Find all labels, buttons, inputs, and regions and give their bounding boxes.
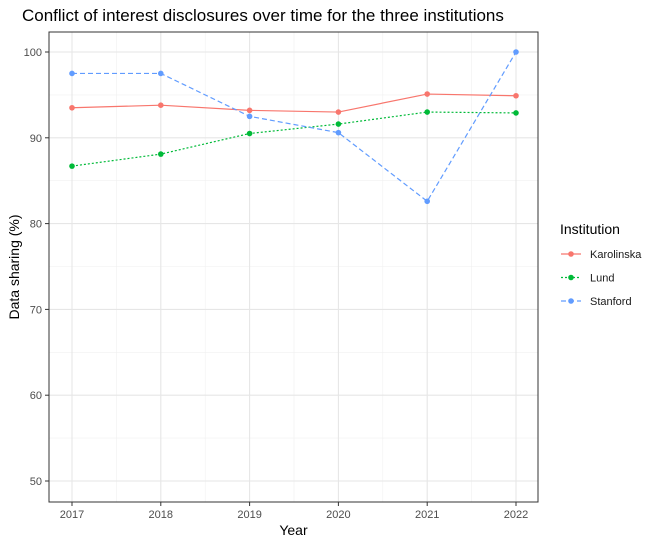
series-line-karolinska <box>71 93 517 113</box>
y-tick-label: 60 <box>30 390 42 402</box>
y-tick-label: 90 <box>30 133 42 145</box>
x-axis: 2017 2018 2019 2020 2021 2022 <box>60 502 528 521</box>
series-points <box>69 49 519 205</box>
data-point-lund <box>424 109 431 115</box>
data-point-karolinska <box>69 104 75 111</box>
data-point-stanford <box>158 70 164 77</box>
legend-label: Lund <box>590 273 614 285</box>
legend-item-lund: Lund <box>561 273 614 285</box>
data-point-karolinska <box>335 109 342 115</box>
y-axis: 50 60 70 80 90 100 <box>24 47 49 488</box>
x-tick-label: 2020 <box>326 509 350 521</box>
data-point-karolinska <box>246 107 253 114</box>
data-point-karolinska <box>158 102 164 108</box>
y-tick-label: 100 <box>24 47 42 59</box>
data-point-karolinska <box>424 91 431 97</box>
legend-label: Stanford <box>590 296 632 308</box>
y-tick-label: 50 <box>30 476 42 488</box>
legend-key-point <box>568 251 574 257</box>
x-tick-label: 2017 <box>60 509 84 521</box>
y-tick-label: 70 <box>30 304 42 316</box>
data-point-lund <box>69 163 75 169</box>
x-axis-title: Year <box>279 522 308 538</box>
data-point-stanford <box>335 129 342 136</box>
legend-label: Karolinska <box>590 249 642 261</box>
data-point-lund <box>513 110 519 116</box>
data-point-lund <box>158 151 164 157</box>
panel-background <box>49 32 538 502</box>
legend-title: Institution <box>560 221 620 237</box>
x-tick-label: 2019 <box>237 509 261 521</box>
legend-item-karolinska: Karolinska <box>561 249 642 261</box>
data-point-stanford <box>513 49 519 55</box>
legend-item-stanford: Stanford <box>561 296 632 308</box>
series-lines <box>71 51 517 203</box>
y-tick-label: 80 <box>30 219 42 231</box>
x-tick-label: 2021 <box>415 509 439 521</box>
series-line-stanford <box>72 51 517 203</box>
data-point-stanford <box>246 113 253 120</box>
legend-key-point <box>568 298 574 304</box>
y-axis-title: Data sharing (%) <box>6 214 22 319</box>
legend-items: Karolinska Lund Stanford <box>561 249 642 308</box>
data-point-stanford <box>424 198 431 205</box>
data-point-karolinska <box>513 92 519 99</box>
x-tick-label: 2022 <box>504 509 528 521</box>
panel-border <box>48 31 539 503</box>
data-point-stanford <box>69 70 75 77</box>
x-tick-label: 2018 <box>149 509 173 521</box>
series-line-lund <box>71 111 517 167</box>
plot-panel <box>48 31 539 503</box>
chart-title: Conflict of interest disclosures over ti… <box>22 6 504 25</box>
legend: Institution Karolinska Lund Stanford <box>560 221 642 308</box>
data-point-lund <box>246 130 253 137</box>
data-point-lund <box>335 121 342 127</box>
legend-key-point <box>568 274 574 281</box>
